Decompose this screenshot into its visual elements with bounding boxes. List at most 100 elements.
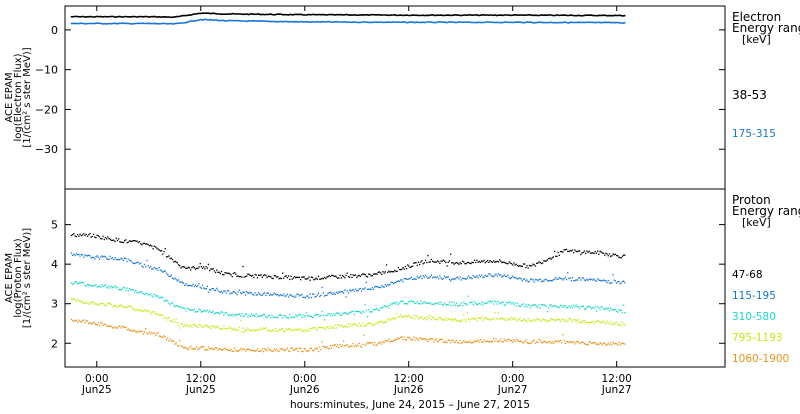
data-point bbox=[335, 291, 338, 293]
data-point bbox=[612, 322, 614, 324]
data-point bbox=[359, 287, 361, 290]
data-point bbox=[201, 311, 204, 313]
data-point bbox=[203, 266, 205, 268]
data-point bbox=[138, 330, 141, 332]
data-point bbox=[278, 314, 280, 316]
data-point bbox=[365, 325, 367, 327]
x-tick-label: 0:00 bbox=[501, 373, 525, 385]
data-point bbox=[568, 318, 570, 320]
data-point bbox=[95, 237, 97, 239]
data-point bbox=[463, 301, 465, 304]
data-point bbox=[262, 293, 265, 295]
data-point bbox=[243, 315, 245, 317]
data-point bbox=[551, 319, 553, 321]
data-point bbox=[347, 313, 350, 315]
data-point bbox=[289, 314, 291, 316]
data-point bbox=[491, 275, 494, 277]
data-point bbox=[300, 347, 302, 349]
data-point bbox=[515, 305, 517, 307]
data-point bbox=[344, 289, 346, 291]
data-point bbox=[357, 344, 359, 346]
data-point bbox=[516, 265, 519, 267]
data-point bbox=[553, 341, 556, 343]
data-point bbox=[340, 325, 342, 327]
data-point bbox=[564, 249, 566, 251]
data-point bbox=[475, 340, 477, 343]
electron-legend-title: [keV] bbox=[742, 33, 771, 46]
data-point bbox=[196, 346, 198, 348]
data-point bbox=[127, 328, 129, 330]
data-point bbox=[455, 302, 458, 304]
data-point bbox=[501, 317, 503, 320]
data-point bbox=[502, 301, 504, 303]
data-point bbox=[194, 284, 197, 286]
data-point bbox=[125, 306, 127, 308]
data-point bbox=[222, 311, 224, 314]
data-point bbox=[250, 313, 253, 315]
data-point bbox=[438, 301, 440, 304]
data-point bbox=[168, 302, 170, 304]
data-point bbox=[271, 350, 273, 353]
data-point bbox=[282, 328, 284, 330]
data-point bbox=[198, 266, 200, 268]
data-point bbox=[351, 325, 353, 327]
data-point bbox=[225, 311, 227, 313]
data-point bbox=[429, 315, 431, 317]
data-point bbox=[220, 291, 223, 293]
data-point bbox=[420, 317, 422, 319]
data-point bbox=[411, 265, 414, 267]
data-point bbox=[343, 275, 345, 278]
data-point bbox=[242, 291, 244, 293]
data-point bbox=[383, 341, 385, 344]
data-point bbox=[557, 306, 559, 308]
data-point bbox=[446, 319, 448, 321]
data-point bbox=[137, 261, 139, 263]
data-point bbox=[447, 339, 449, 341]
data-point bbox=[570, 305, 572, 307]
data-point bbox=[598, 253, 600, 255]
data-point bbox=[206, 285, 208, 287]
data-point bbox=[548, 320, 550, 322]
data-point bbox=[394, 301, 396, 304]
data-point bbox=[206, 267, 208, 269]
data-point bbox=[83, 256, 85, 258]
data-point bbox=[588, 250, 590, 252]
data-point bbox=[177, 264, 180, 266]
data-point bbox=[360, 325, 363, 327]
data-point bbox=[524, 319, 526, 321]
data-point bbox=[611, 309, 613, 311]
data-point bbox=[619, 323, 621, 325]
data-point bbox=[364, 324, 366, 327]
data-point bbox=[564, 342, 566, 344]
data-point bbox=[175, 261, 177, 263]
data-point bbox=[78, 282, 80, 284]
data-point bbox=[175, 278, 177, 281]
data-point bbox=[211, 287, 213, 290]
data-point bbox=[599, 250, 601, 252]
data-point bbox=[129, 288, 131, 290]
data-point bbox=[473, 276, 476, 278]
data-point bbox=[108, 303, 110, 305]
data-point bbox=[477, 261, 479, 263]
data-point bbox=[383, 322, 385, 324]
data-point bbox=[92, 256, 95, 259]
data-point bbox=[198, 283, 200, 285]
data-point bbox=[600, 322, 602, 324]
data-point bbox=[156, 333, 158, 335]
data-point bbox=[446, 276, 448, 278]
data-point bbox=[473, 317, 476, 320]
data-point bbox=[77, 321, 79, 323]
data-point bbox=[521, 265, 523, 267]
data-point bbox=[471, 317, 473, 319]
data-point bbox=[601, 252, 603, 254]
data-point bbox=[284, 315, 286, 317]
data-point bbox=[581, 305, 583, 308]
data-point bbox=[108, 285, 110, 287]
data-point bbox=[461, 277, 464, 279]
data-point bbox=[617, 255, 619, 257]
data-point bbox=[109, 287, 111, 289]
data-point bbox=[234, 347, 236, 349]
data-point bbox=[414, 318, 416, 320]
data-point bbox=[197, 285, 199, 287]
data-point bbox=[288, 317, 290, 319]
